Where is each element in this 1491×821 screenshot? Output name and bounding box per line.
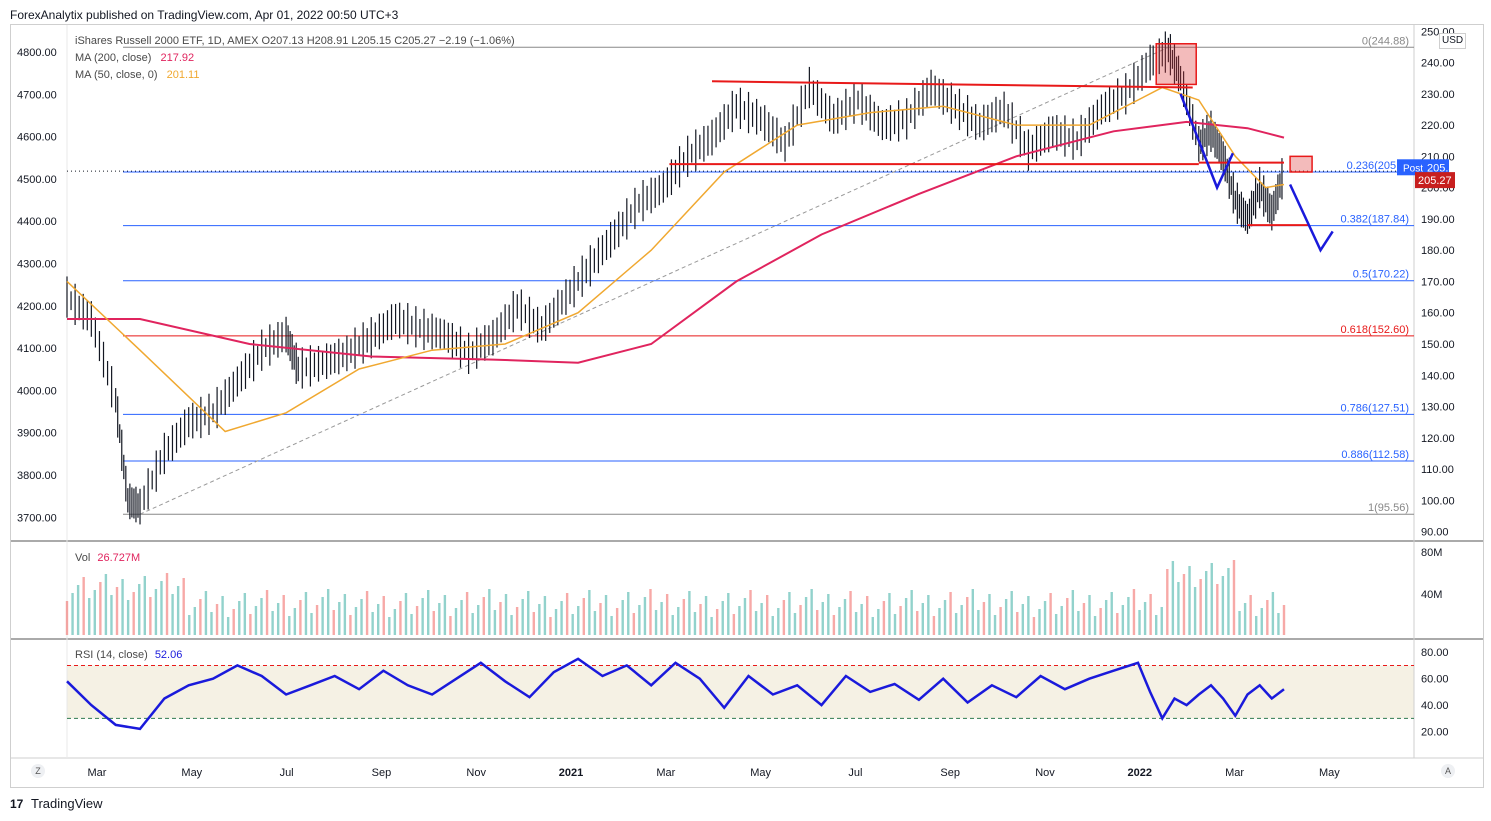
last-price: 205.27	[1418, 175, 1452, 187]
x-tick-label: Nov	[466, 767, 486, 779]
fib-level-label: 0.5(170.22)	[1353, 269, 1409, 281]
tv-logo-icon: 17	[10, 797, 24, 811]
ma200-label: MA (200, close)	[75, 52, 152, 64]
ma200-line	[67, 120, 1285, 364]
ma50-value: 201.11	[166, 69, 200, 81]
tradingview-logo: 17 TradingView	[10, 796, 103, 811]
fib-level-label: 0.786(127.51)	[1341, 402, 1410, 414]
price-tick-right: 170.00	[1421, 276, 1455, 288]
chart-frame[interactable]: 250.00 240.00 230.00 220.00 210.00 200.00 190.…	[10, 24, 1484, 788]
rsi-tick: 60.00	[1421, 674, 1449, 686]
volume-tick: 80M	[1421, 547, 1442, 559]
price-tick-left: 4500.00	[17, 174, 57, 186]
price-tick-right: 230.00	[1421, 89, 1455, 101]
rsi-band	[67, 665, 1414, 719]
price-tick-left: 4200.00	[17, 301, 57, 313]
price-tick-left: 4300.00	[17, 259, 57, 271]
price-tick-left: 4600.00	[17, 132, 57, 144]
legend-ma200[interactable]: MA (200, close) 217.92	[75, 50, 194, 67]
x-tick-label: Mar	[656, 767, 675, 779]
price-tick-left: 4700.00	[17, 89, 57, 101]
trend-dashed-line	[139, 46, 1169, 515]
x-tick-label: Sep	[940, 767, 960, 779]
x-tick-label: Nov	[1035, 767, 1055, 779]
x-tick-label: Jul	[848, 767, 862, 779]
legend-volume[interactable]: Vol 26.727M	[75, 550, 140, 567]
volume-tick: 40M	[1421, 589, 1442, 601]
legend-symbol: iShares Russell 2000 ETF, 1D, AMEX O207.…	[75, 33, 515, 50]
post-price: 205.53	[1427, 162, 1461, 174]
ma200-value: 217.92	[160, 52, 195, 64]
x-tick-label: 2022	[1128, 767, 1152, 779]
symbol-line: iShares Russell 2000 ETF, 1D, AMEX O207.…	[75, 35, 515, 47]
down-arrow	[1288, 183, 1334, 253]
top-zone-box	[1155, 43, 1197, 86]
price-tick-left: 4400.00	[17, 216, 57, 228]
fib-level-label: 1(95.56)	[1368, 502, 1409, 514]
x-tick-label: May	[1319, 767, 1340, 779]
post-price-badge	[1397, 159, 1449, 176]
price-tick-left: 3900.00	[17, 428, 57, 440]
auto-scale-icon[interactable]: A	[1441, 764, 1455, 778]
x-tick-label: May	[181, 767, 202, 779]
x-tick-label: May	[750, 767, 771, 779]
price-tick-right: 110.00	[1421, 464, 1454, 476]
ma50-label: MA (50, close, 0)	[75, 69, 158, 81]
x-tick-label: Mar	[1225, 767, 1244, 779]
price-tick-left: 3700.00	[17, 512, 57, 524]
price-tick-right: 90.00	[1421, 527, 1449, 539]
zoom-icon[interactable]: Z	[31, 764, 45, 778]
x-tick-label: Jul	[280, 767, 294, 779]
currency-badge[interactable]: USD	[1439, 33, 1467, 49]
price-tick-right: 100.00	[1421, 495, 1455, 507]
rsi-label: RSI (14, close)	[75, 649, 148, 661]
price-tick-right: 220.00	[1421, 120, 1455, 132]
price-tick-left: 4800.00	[17, 47, 57, 59]
fib-level-label: 0.382(187.84)	[1341, 214, 1410, 226]
price-tick-right: 140.00	[1421, 370, 1455, 382]
rsi-tick: 20.00	[1421, 727, 1449, 739]
fib-level-label: 0.236(205.0)	[1347, 160, 1409, 172]
rsi-tick: 40.00	[1421, 700, 1449, 712]
vol-value: 26.727M	[97, 552, 141, 564]
fib-level-label: 0.618(152.60)	[1341, 324, 1410, 336]
price-tick-right: 190.00	[1421, 214, 1455, 226]
price-tick-right: 240.00	[1421, 58, 1455, 70]
fib-level-label: 0(244.88)	[1362, 35, 1409, 47]
rsi-tick: 80.00	[1421, 647, 1449, 659]
price-tick-left: 4100.00	[17, 343, 57, 355]
chart-svg[interactable]: 250.00240.00230.00220.00210.00200.00190.…	[11, 25, 1483, 787]
rsi-line	[66, 657, 1285, 731]
price-tick-right: 130.00	[1421, 402, 1455, 414]
x-tick-label: Mar	[88, 767, 107, 779]
price-tick-left: 3800.00	[17, 470, 57, 482]
price-tick-right: 160.00	[1421, 308, 1455, 320]
fib-level-label: 0.886(112.58)	[1341, 449, 1409, 461]
tv-brand: TradingView	[30, 796, 103, 811]
last-price-badge	[1415, 172, 1455, 189]
x-tick-label: Sep	[372, 767, 392, 779]
rsi-value: 52.06	[154, 649, 183, 661]
x-tick-label: 2021	[559, 767, 583, 779]
price-tick-right: 180.00	[1421, 245, 1455, 257]
publish-credit: ForexAnalytix published on TradingView.c…	[10, 8, 399, 22]
resistance-line	[711, 80, 1193, 89]
post-label: Post	[1403, 163, 1423, 174]
ma50-line	[66, 86, 1285, 433]
price-tick-right: 150.00	[1421, 339, 1455, 351]
vol-label: Vol	[75, 552, 91, 564]
retest-zone-box	[1289, 155, 1313, 173]
legend-rsi[interactable]: RSI (14, close) 52.06	[75, 647, 182, 664]
price-tick-left: 4000.00	[17, 385, 57, 397]
down-arrow	[1179, 93, 1235, 191]
legend-ma50[interactable]: MA (50, close, 0) 201.11	[75, 67, 199, 84]
price-tick-right: 120.00	[1421, 433, 1455, 445]
